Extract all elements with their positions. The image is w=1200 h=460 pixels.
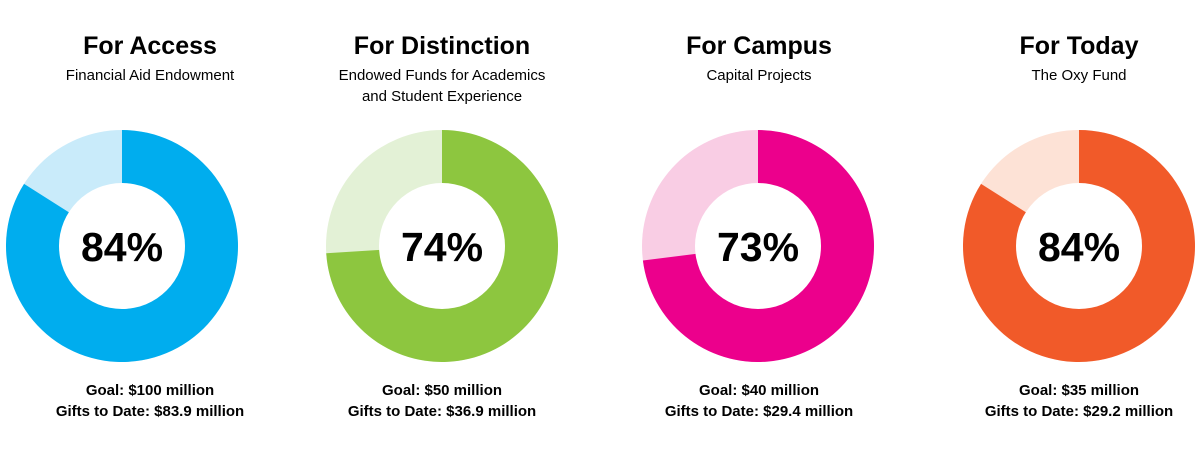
percent-label: 73%	[717, 224, 799, 270]
panel-subtitle: Capital Projects	[706, 67, 812, 84]
donut-chart: 84%	[963, 130, 1195, 362]
donut-hole	[379, 183, 505, 309]
percent-label: 84%	[1038, 224, 1120, 270]
donut-hole	[1016, 183, 1142, 309]
gifts-to-date-text: Gifts to Date: $83.9 million	[55, 403, 245, 420]
donut-chart: 74%	[326, 130, 558, 362]
gifts-to-date-text: Gifts to Date: $29.2 million	[984, 403, 1174, 420]
campus-panel: For Campus Capital Projects 73% Goal: $4…	[609, 0, 909, 460]
gifts-to-date-text: Gifts to Date: $29.4 million	[664, 403, 854, 420]
panel-title: For Campus	[686, 32, 832, 60]
panel-title: For Today	[1019, 32, 1139, 60]
goal-text: Goal: $35 million	[1018, 382, 1140, 399]
donut-hole	[59, 183, 185, 309]
access-panel: For Access Financial Aid Endowment 84% G…	[0, 0, 300, 460]
panel-subtitle: Endowed Funds for Academics and Student …	[338, 67, 546, 105]
distinction-panel: For Distinction Endowed Funds for Academ…	[292, 0, 592, 460]
donut-chart: 84%	[6, 130, 238, 362]
goal-text: Goal: $40 million	[698, 382, 820, 399]
percent-label: 74%	[401, 224, 483, 270]
panel-title: For Access	[83, 32, 217, 60]
goal-text: Goal: $50 million	[381, 382, 503, 399]
donut-hole	[695, 183, 821, 309]
today-panel: For Today The Oxy Fund 84% Goal: $35 mil…	[929, 0, 1200, 460]
panel-title: For Distinction	[353, 32, 531, 60]
donut-chart: 73%	[642, 130, 874, 362]
gifts-to-date-text: Gifts to Date: $36.9 million	[347, 403, 537, 420]
panel-subtitle: Financial Aid Endowment	[65, 67, 235, 84]
panel-subtitle: The Oxy Fund	[1031, 67, 1127, 84]
goal-text: Goal: $100 million	[85, 382, 215, 399]
percent-label: 84%	[81, 224, 163, 270]
